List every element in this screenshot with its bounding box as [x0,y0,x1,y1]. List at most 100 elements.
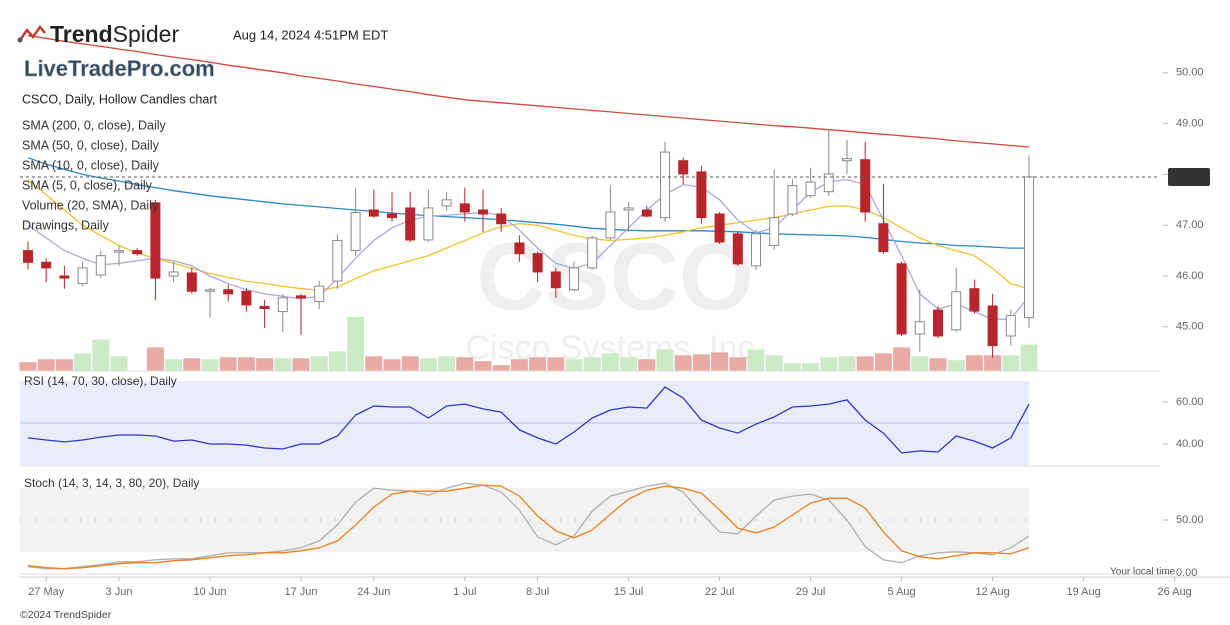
volume-bar [656,349,674,371]
candle-body [205,289,215,292]
indicator-title: Stoch (14, 3, 14, 3, 80, 20), Daily [24,476,199,490]
volume-bar [110,356,128,371]
candle-body [423,207,434,241]
candle-body [150,202,161,279]
volume-bar [674,355,692,371]
legend-drawings: Drawings, Daily [22,218,110,232]
candle-body [751,233,761,267]
legend-volume: Volume (20, SMA), Daily [22,198,159,212]
volume-bar [237,357,255,371]
volume-bar [401,356,419,371]
site-watermark: LiveTradePro.com [24,56,215,81]
legend-entry: SMA (5, 0, close), Daily [22,178,153,192]
volume-bar [219,357,237,371]
x-tick-label: 12 Aug [975,586,1009,598]
candle-body [641,209,652,217]
x-tick-label: 1 Jul [453,586,476,598]
candle-body [896,263,907,335]
volume-bar [146,347,164,371]
volume-bar [19,362,37,371]
y-tick-label: 45.00 [1176,321,1204,333]
logo-icon [18,24,46,41]
volume-bar [547,357,565,371]
y-tick-label: 60.00 [1176,396,1204,408]
candle-body [987,305,998,347]
x-tick-label: 10 Jun [193,586,226,598]
candle-body [387,213,397,219]
y-tick-label: 49.00 [1176,118,1204,130]
x-tick-label: 15 Jul [614,586,643,598]
candle-body [787,185,798,215]
volume-bar [165,359,183,371]
volume-bar [711,352,729,371]
volume-bar [1020,344,1038,371]
x-tick-label: 24 Jun [357,586,390,598]
volume-bar [529,357,547,371]
volume-bar [747,349,765,371]
volume-bar [492,365,510,371]
candle-body [114,250,124,253]
x-tick-label: 29 Jul [796,586,825,598]
volume-bar [92,339,110,371]
indicator-band [20,488,1029,552]
header: TrendSpider Aug 14, 2024 4:51PM EDT Live… [17,21,1210,621]
candle-body [805,181,816,197]
volume-bar [274,358,292,371]
candle-body [59,275,70,279]
volume-bar [911,356,929,371]
candle-body [660,151,670,219]
volume-bar [456,357,474,371]
candle-body [550,271,561,289]
volume-bar [765,355,783,371]
volume-bar [292,358,310,371]
volume-bar [692,354,710,371]
y-tick-label: 0.00 [1176,567,1197,579]
candle-body [459,203,470,213]
volume-bar [620,357,638,371]
logo-dot [17,37,23,43]
y-tick-label: 47.00 [1176,219,1204,231]
volume-bar [328,351,346,371]
footer: ©2024 TrendSpider [20,609,112,621]
volume-bar [1002,355,1020,371]
indicator-line [27,386,1030,454]
candle-body [969,288,980,312]
volume-bar [965,355,983,371]
y-tick-label: 46.00 [1176,270,1204,282]
candle-body [860,159,871,213]
candle-body [696,171,707,219]
volume-bar [37,359,55,371]
y-tick-label: 50.00 [1176,514,1204,526]
x-tick-label: 27 May [28,586,65,598]
candle-body [332,239,343,282]
x-tick-label: 5 Aug [888,586,916,598]
candle-body [933,309,943,337]
legend-entry: SMA (200, 0, close), Daily [22,118,167,132]
brand-light: Spider [113,21,180,47]
candle-body [259,305,270,310]
volume-bar [638,359,656,371]
candle-body [241,290,252,306]
volume-bar [183,358,201,371]
candle-body [23,250,33,263]
sma-line [27,157,1029,249]
candle-body [95,255,106,276]
candle-body [951,291,962,331]
volume-bar [783,363,801,371]
volume-bar [893,347,911,371]
volume-bar [929,358,947,371]
chart-title: CSCO, Daily, Hollow Candles chart [22,92,217,106]
candle-body [623,207,634,211]
candle-body [441,199,452,207]
volume-bar [947,360,965,371]
candle-body [842,158,852,162]
legend-entry: SMA (50, 0, close), Daily [22,138,160,152]
x-tick-label: 26 Aug [1157,586,1191,598]
candle-body [496,213,507,225]
volume-bar [820,357,838,371]
candle-body [714,213,725,243]
y-tick-label: 40.00 [1176,438,1204,450]
volume-bar [874,353,892,371]
